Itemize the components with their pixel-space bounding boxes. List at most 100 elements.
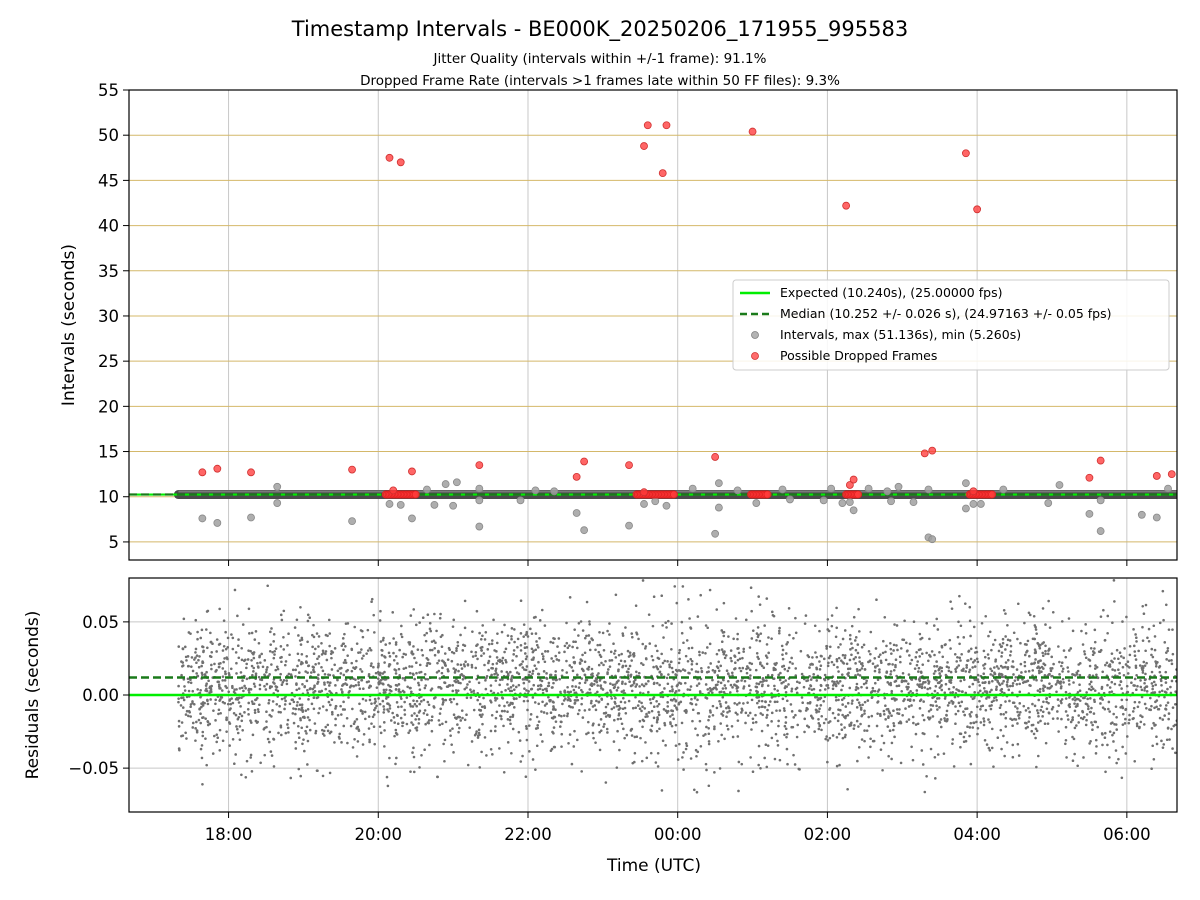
residual-point (1017, 716, 1021, 720)
interval-point (1164, 484, 1172, 493)
interval-point (475, 496, 484, 505)
residual-point (664, 744, 667, 747)
residual-point (1152, 680, 1156, 684)
residual-point (253, 708, 257, 712)
residual-point (910, 704, 913, 707)
dropped-frame-point (385, 153, 394, 162)
residual-point (611, 683, 615, 687)
residual-point (455, 691, 458, 695)
residual-point (975, 720, 978, 724)
residual-point (779, 671, 782, 675)
residual-point (784, 721, 788, 724)
residual-point (1143, 664, 1147, 667)
residual-point (412, 699, 415, 702)
residual-point (477, 728, 481, 732)
residual-point (581, 690, 584, 694)
residual-point (660, 789, 664, 792)
residual-point (765, 713, 769, 717)
residual-point (770, 711, 774, 715)
residual-point (835, 680, 839, 683)
residual-point (574, 640, 577, 644)
residual-point (704, 762, 708, 766)
residual-point (530, 647, 534, 651)
residual-point (728, 709, 731, 713)
legend: Expected (10.240s), (25.00000 fps) Media… (732, 279, 1170, 371)
residual-point (869, 745, 872, 749)
residual-point (947, 666, 951, 669)
residual-point (1077, 721, 1080, 724)
residual-point (1143, 678, 1147, 682)
residual-point (765, 679, 768, 682)
residual-point (739, 669, 743, 673)
residual-point (1038, 687, 1042, 691)
residual-point (613, 683, 617, 686)
residual-point (962, 636, 966, 639)
residual-point (1036, 711, 1040, 715)
residual-point (630, 632, 634, 635)
intervals-y-tick-label: 15 (98, 443, 119, 462)
residual-point (393, 668, 396, 671)
residual-point (876, 701, 879, 704)
residual-point (233, 588, 237, 592)
residual-point (249, 688, 253, 691)
residual-point (523, 646, 527, 650)
residual-point (381, 699, 385, 703)
residual-point (513, 628, 516, 631)
residual-point (405, 722, 409, 726)
residual-point (681, 585, 685, 588)
residual-point (201, 734, 205, 738)
residual-point (863, 712, 866, 715)
residual-point (811, 656, 814, 659)
residual-point (560, 745, 563, 748)
residual-point (981, 681, 985, 684)
residual-point (400, 624, 403, 628)
legend-dropped-label: Possible Dropped Frames (780, 348, 937, 363)
residual-point (760, 705, 764, 709)
residual-point (570, 762, 574, 766)
residual-point (1006, 623, 1009, 627)
residual-point (745, 667, 748, 671)
residual-point (689, 757, 693, 760)
residual-point (394, 643, 398, 646)
residual-point (624, 626, 627, 629)
residual-point (1133, 759, 1137, 763)
residual-point (834, 635, 838, 639)
residual-point (717, 648, 721, 652)
residual-point (1100, 732, 1104, 735)
residual-point (1069, 647, 1073, 650)
residual-point (1013, 679, 1017, 682)
residual-point (860, 662, 864, 665)
residual-point (269, 643, 273, 646)
residual-point (554, 708, 557, 712)
residual-point (361, 635, 365, 639)
residual-point (855, 682, 859, 686)
intervals-y-tick-label: 25 (98, 352, 119, 371)
residual-point (519, 599, 523, 603)
residual-point (533, 664, 537, 667)
residual-point (543, 704, 547, 707)
residual-point (715, 608, 719, 611)
residual-point (889, 647, 893, 651)
residual-point (1081, 710, 1085, 714)
residual-point (857, 701, 861, 704)
residual-point (552, 715, 556, 719)
residual-point (968, 685, 971, 689)
residual-point (865, 729, 869, 732)
residual-point (514, 685, 518, 689)
residual-point (765, 643, 769, 646)
residual-point (500, 670, 503, 673)
residual-point (187, 714, 190, 718)
residual-point (826, 664, 830, 668)
residual-point (1150, 647, 1154, 651)
residual-point (315, 632, 319, 635)
residual-point (1039, 659, 1042, 662)
residual-point (436, 661, 439, 665)
residual-point (1112, 712, 1115, 716)
residual-point (483, 736, 487, 739)
residual-point (786, 669, 790, 673)
residual-point (952, 685, 955, 689)
residual-point (177, 719, 181, 723)
residual-point (622, 689, 626, 692)
residual-point (185, 709, 189, 713)
residual-point (883, 616, 887, 619)
